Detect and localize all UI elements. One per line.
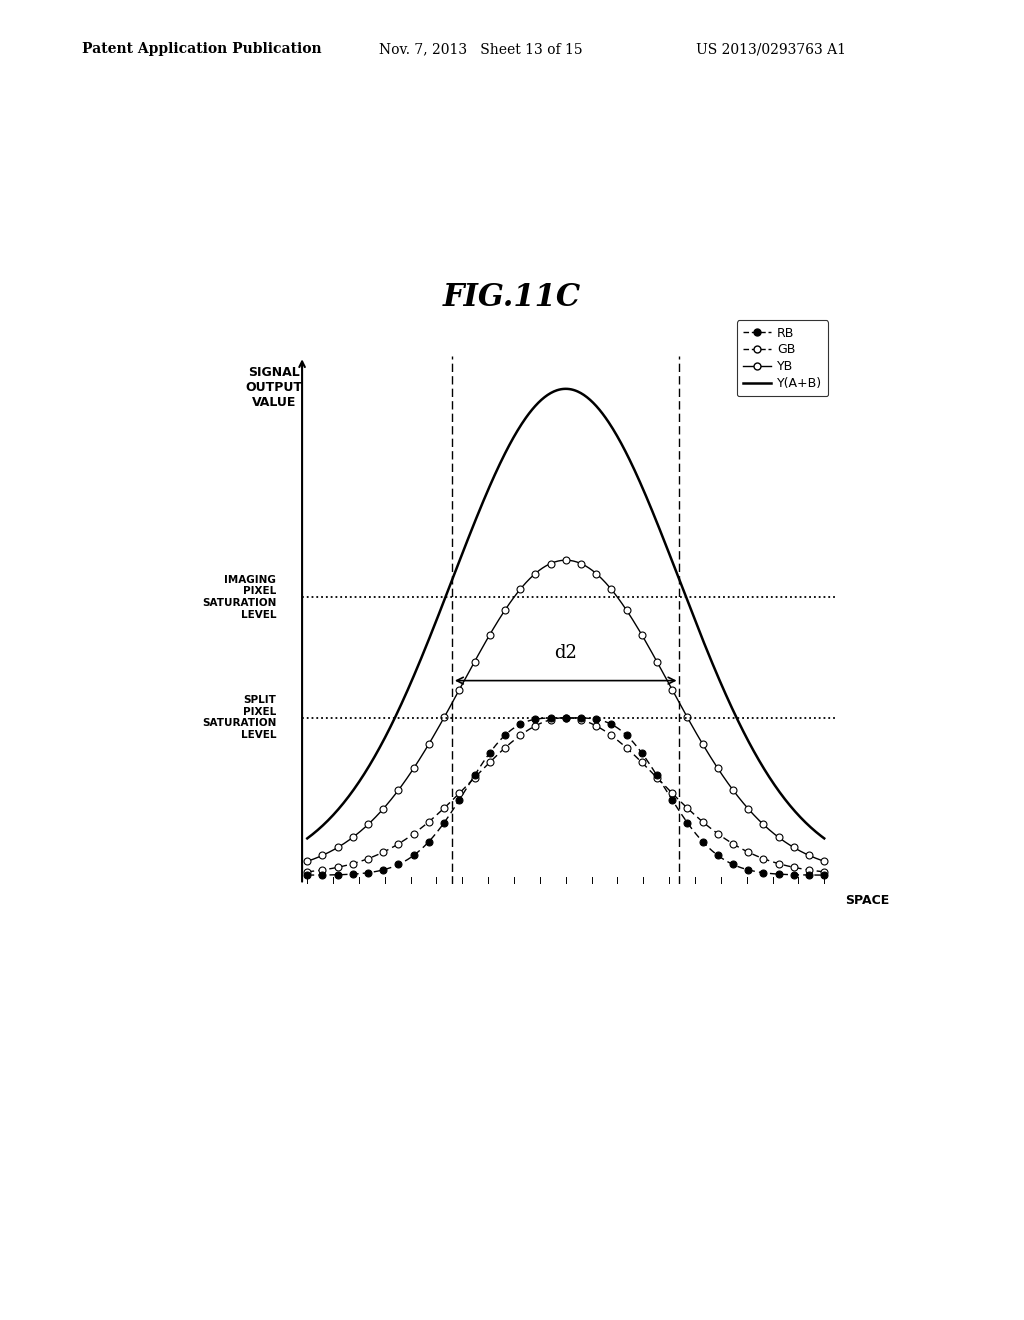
Text: Nov. 7, 2013   Sheet 13 of 15: Nov. 7, 2013 Sheet 13 of 15 [379,42,583,57]
Text: FIG.11C: FIG.11C [443,281,581,313]
Text: SPACE: SPACE [845,894,889,907]
Text: SIGNAL
OUTPUT
VALUE: SIGNAL OUTPUT VALUE [245,366,302,409]
Legend: RB, GB, YB, Y(A+B): RB, GB, YB, Y(A+B) [737,321,828,396]
Text: Patent Application Publication: Patent Application Publication [82,42,322,57]
Text: SPLIT
PIXEL
SATURATION
LEVEL: SPLIT PIXEL SATURATION LEVEL [202,696,276,741]
Text: IMAGING
PIXEL
SATURATION
LEVEL: IMAGING PIXEL SATURATION LEVEL [202,574,276,619]
Text: US 2013/0293763 A1: US 2013/0293763 A1 [696,42,846,57]
Text: d2: d2 [554,644,578,663]
